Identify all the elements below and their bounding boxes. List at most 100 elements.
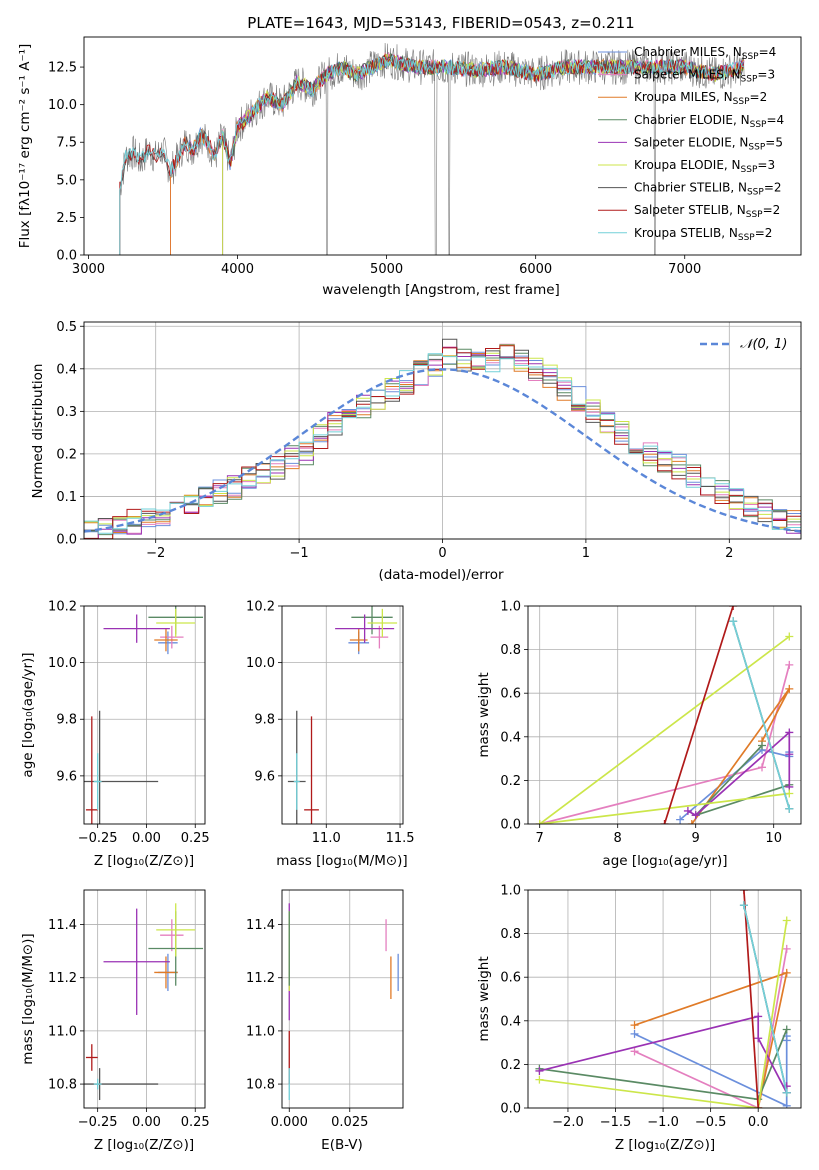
histogram-step — [84, 353, 801, 539]
x-tick-label: 4000 — [221, 262, 254, 277]
x-tick-label: −0.25 — [78, 831, 118, 846]
x-tick-label: 7000 — [668, 262, 701, 277]
mass-z-xlabel: Z [log₁₀(Z/Z⊙)] — [94, 1137, 194, 1153]
mass-vs-z-panel: −0.25 0.00 0.25 10.8 11.0 11.2 11.4 Z [log₁₀(Z… — [20, 889, 210, 1153]
x-tick-label: 0.025 — [331, 1115, 368, 1130]
mass-vs-ebv-panel: 0.000 0.025 10.8 11.0 11.2 11.4 E(B-V) — [246, 889, 404, 1153]
y-tick-label: 0.1 — [56, 490, 77, 505]
weight-marker — [785, 789, 794, 798]
weight-marker — [660, 820, 669, 824]
plot-area — [84, 338, 801, 539]
weight-line — [743, 890, 760, 1108]
x-tick-label: 11.5 — [386, 831, 415, 846]
spectrum-title: PLATE=1643, MJD=53143, FIBERID=0543, z=0… — [247, 14, 634, 32]
spectrum-xlabel: wavelength [Angstrom, rest frame] — [322, 282, 560, 298]
legend-label: Kroupa ELODIE, NSSP=3 — [634, 158, 775, 175]
axes-frame — [281, 605, 404, 825]
x-tick-label: 2 — [725, 546, 733, 561]
weight-marker — [785, 728, 794, 737]
legend-label: Salpeter STELIB, NSSP=2 — [634, 203, 780, 220]
y-tick-label: 11.0 — [246, 1024, 275, 1039]
y-tick-label: 5.0 — [56, 173, 77, 188]
legend-label: Salpeter ELODIE, NSSP=5 — [634, 135, 783, 152]
age-mass-xlabel: mass [log₁₀(M/M⊙)] — [276, 853, 407, 869]
y-tick-label: 11.4 — [48, 918, 77, 933]
weight-vs-age-panel: 7 8 9 10 0.0 0.2 0.4 0.6 0.8 1.0 age [log₁₀(age/y… — [476, 600, 802, 869]
y-tick-label: 1.0 — [500, 884, 521, 899]
age-vs-z-panel: −0.25 0.00 0.25 9.6 9.8 10.0 10.2 Z [log₁₀(Z/Z… — [20, 600, 210, 870]
weight-marker — [676, 815, 685, 824]
model-spectrum-line — [222, 53, 745, 255]
weight-marker — [691, 811, 700, 820]
weight-marker — [758, 741, 766, 750]
weight-marker — [535, 1075, 544, 1084]
weight-marker — [630, 1021, 639, 1030]
y-tick-label: 10.0 — [48, 98, 77, 113]
weight-marker — [782, 1025, 791, 1034]
weight-marker — [729, 606, 738, 610]
x-tick-label: 0.0 — [748, 1115, 769, 1130]
weight-age-xlabel: age [log₁₀(age/yr)] — [602, 853, 727, 869]
weight-marker — [785, 660, 794, 669]
y-tick-label: 0.6 — [500, 971, 521, 986]
weight-marker — [785, 684, 794, 693]
y-tick-label: 0.6 — [500, 687, 521, 702]
y-tick-label: 10.0 — [48, 656, 77, 671]
weight-marker — [782, 944, 791, 953]
weight-marker — [785, 632, 794, 641]
weight-marker — [739, 901, 748, 910]
y-tick-label: 0.0 — [56, 249, 77, 264]
plot-area — [535, 890, 791, 1108]
weight-marker — [754, 1034, 763, 1043]
x-tick-label: 8 — [614, 831, 622, 846]
y-tick-label: 9.6 — [56, 769, 77, 784]
y-tick-label: 0.8 — [500, 927, 521, 942]
spectrum-ylabel: Flux [fλ10⁻¹⁷ erg cm⁻² s⁻¹ A⁻¹] — [17, 44, 33, 249]
x-tick-label: 0.000 — [271, 1115, 308, 1130]
y-tick-label: 1.0 — [500, 600, 521, 615]
model-spectrum-line — [119, 54, 744, 255]
legend-label: Chabrier ELODIE, NSSP=4 — [634, 113, 784, 130]
weight-marker — [785, 804, 794, 813]
plot-area — [288, 903, 399, 1101]
x-tick-label: 10 — [765, 831, 782, 846]
axes-frame — [83, 321, 802, 540]
y-tick-label: 11.0 — [48, 1024, 77, 1039]
y-tick-label: 0.5 — [56, 320, 77, 335]
residual-legend-label: 𝒩(0, 1) — [740, 337, 787, 352]
spectrum-legend: Chabrier MILES, NSSP=4 Salpeter MILES, NS… — [598, 45, 784, 243]
x-tick-label: 0 — [438, 546, 446, 561]
age-z-ylabel: age [log₁₀(age/yr)] — [20, 652, 36, 777]
weight-marker — [729, 617, 738, 626]
weight-marker — [782, 968, 791, 977]
y-tick-label: 0.2 — [500, 1058, 521, 1073]
y-tick-label: 0.4 — [500, 730, 521, 745]
weight-marker — [782, 916, 791, 925]
plot-area — [84, 903, 204, 1101]
age-vs-mass-panel: 11.0 11.5 9.6 9.8 10.0 10.2 mass [log₁₀(M/M⊙)… — [246, 600, 415, 870]
residual-panel: −2 −1 0 1 2 0.0 0.1 0.2 0.3 0.4 0.5 𝒩(0, 1) (data-… — [30, 320, 802, 583]
legend-label: Kroupa MILES, NSSP=2 — [634, 90, 767, 107]
legend-label: Chabrier MILES, NSSP=4 — [634, 45, 776, 62]
weight-vs-z-panel: −2.0 −1.5 −1.0 −0.5 0.0 0.0 0.2 0.4 0.6 0.8 1.0 Z … — [476, 884, 802, 1153]
x-tick-label: 7 — [536, 831, 544, 846]
y-tick-label: 0.4 — [500, 1014, 521, 1029]
x-tick-label: −1 — [290, 546, 309, 561]
weight-marker — [782, 1088, 791, 1097]
y-tick-label: 10.2 — [48, 600, 77, 615]
y-tick-label: 10.8 — [48, 1078, 77, 1093]
x-tick-label: 0.00 — [132, 1115, 161, 1130]
axes-frame — [83, 605, 206, 825]
age-z-xlabel: Z [log₁₀(Z/Z⊙)] — [94, 853, 194, 869]
x-tick-label: 1 — [582, 546, 590, 561]
x-tick-label: 0.25 — [181, 831, 210, 846]
plot-area — [84, 606, 204, 824]
weight-age-ylabel: mass weight — [476, 672, 492, 757]
y-tick-label: 0.0 — [56, 533, 77, 548]
weight-line — [538, 635, 790, 824]
weight-marker — [683, 806, 692, 815]
y-tick-label: 0.8 — [500, 643, 521, 658]
axes-frame — [83, 36, 802, 256]
y-tick-label: 11.2 — [246, 971, 275, 986]
